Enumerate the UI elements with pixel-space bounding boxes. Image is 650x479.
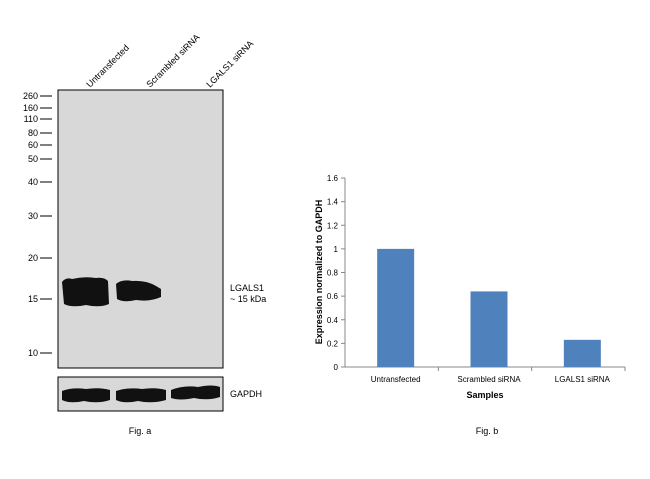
figure-b-caption: Fig. b (476, 426, 499, 436)
marker-label: 30 (28, 211, 38, 221)
y-tick-label: 1 (334, 245, 339, 254)
x-category-label: Scrambled siRNA (457, 375, 521, 384)
lgals1-band-untransfected (62, 277, 109, 307)
marker-label: 50 (28, 154, 38, 164)
gapdh-band-scrambled (116, 388, 166, 403)
x-category-label: LGALS1 siRNA (555, 375, 611, 384)
x-axis-title: Samples (466, 390, 503, 400)
marker-label: 15 (28, 294, 38, 304)
x-category-label: Untransfected (371, 375, 421, 384)
y-tick-label: 0.2 (327, 339, 339, 348)
western-blot-panel: Untransfected Scrambled siRNA LGALS1 siR… (23, 32, 266, 436)
lgals1-band-scrambled (116, 280, 161, 302)
lane-label-untransfected: Untransfected (84, 43, 131, 90)
gapdh-band-lgals1-sirna (171, 385, 220, 400)
band-label-size: ~ 15 kDa (230, 294, 266, 304)
bar-chart: Expression normalized to GAPDH Samples F… (314, 174, 626, 436)
lane-label-scrambled-sirna: Scrambled siRNA (144, 32, 201, 89)
marker-label: 160 (23, 103, 38, 113)
y-tick-label: 1.2 (327, 221, 339, 230)
y-tick-label: 0.8 (327, 269, 339, 278)
y-tick-label: 1.4 (327, 198, 339, 207)
blot-membrane (57, 89, 224, 369)
y-tick-label: 1.6 (327, 174, 339, 183)
marker-label: 40 (28, 177, 38, 187)
gapdh-band-untransfected (62, 388, 110, 403)
y-tick-label: 0.4 (327, 316, 339, 325)
marker-label: 110 (24, 114, 38, 124)
gapdh-label: GAPDH (230, 389, 262, 399)
bar-lgals1-sirna (563, 339, 601, 367)
bar-scrambled-sirna (470, 291, 508, 367)
lane-label-lgals1-sirna: LGALS1 siRNA (204, 38, 255, 89)
marker-label: 60 (28, 140, 38, 150)
y-tick-label: 0 (334, 363, 339, 372)
marker-label: 80 (28, 128, 38, 138)
marker-label: 260 (23, 91, 38, 101)
bar-untransfected (377, 248, 415, 367)
band-label-name: LGALS1 (230, 283, 264, 293)
y-axis-title: Expression normalized to GAPDH (314, 200, 324, 345)
y-tick-label: 0.6 (327, 292, 339, 301)
marker-label: 20 (28, 253, 38, 263)
marker-label: 10 (28, 348, 38, 358)
molecular-weight-markers: 260 160 110 80 60 50 40 30 20 15 10 (23, 91, 52, 358)
figure-a-caption: Fig. a (129, 426, 152, 436)
